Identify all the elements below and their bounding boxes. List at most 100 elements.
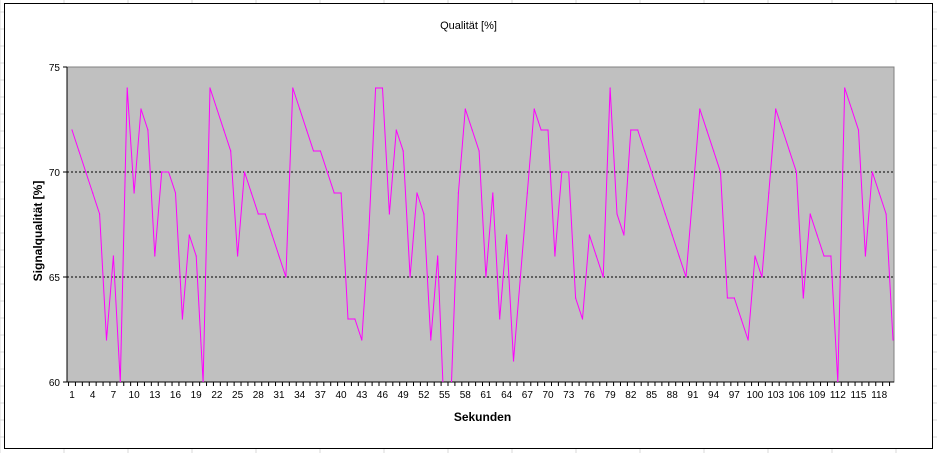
data-point (119, 381, 121, 382)
data-point (857, 129, 860, 131)
data-point (133, 192, 135, 194)
x-tick-label: 82 (625, 390, 637, 401)
y-tick-label: 65 (49, 273, 61, 284)
data-point (188, 234, 190, 236)
data-point (181, 318, 183, 320)
data-point (644, 150, 646, 152)
data-point (512, 360, 515, 362)
data-point (464, 108, 466, 110)
x-tick-label: 55 (439, 390, 451, 401)
data-point (664, 213, 666, 215)
data-point (71, 129, 73, 131)
data-point (588, 234, 591, 236)
data-point (602, 276, 604, 278)
data-point (630, 129, 632, 131)
data-point (775, 108, 777, 110)
x-tick-label: 46 (377, 390, 389, 401)
data-point (326, 171, 328, 173)
x-tick-label: 115 (851, 390, 867, 401)
data-point (637, 129, 639, 131)
data-point (78, 150, 80, 152)
data-point (299, 108, 301, 110)
x-tick-label: 52 (418, 390, 430, 401)
data-point (471, 129, 473, 131)
plot-area (66, 66, 895, 383)
series-line (71, 87, 894, 382)
data-point (368, 234, 370, 236)
data-point (154, 255, 156, 257)
data-point (609, 87, 611, 89)
data-point (430, 339, 432, 341)
y-tick-label: 70 (49, 168, 61, 179)
data-point (540, 129, 542, 131)
data-point (381, 87, 384, 89)
data-point (209, 87, 211, 89)
data-point (85, 171, 87, 173)
data-point (264, 213, 266, 215)
y-tick-label: 75 (49, 63, 61, 74)
data-point (361, 339, 363, 341)
data-point (202, 381, 204, 382)
data-point (795, 171, 798, 173)
data-point (416, 192, 418, 194)
data-point (575, 297, 577, 299)
data-point (105, 339, 108, 341)
data-point (823, 255, 825, 257)
data-point (568, 171, 570, 173)
data-point (450, 381, 453, 382)
data-point (706, 129, 708, 131)
data-point (257, 213, 259, 215)
data-point (768, 192, 770, 194)
data-point (782, 129, 784, 131)
data-point (437, 255, 439, 257)
data-point (402, 150, 404, 152)
x-tick-label: 1 (69, 390, 75, 401)
data-point (312, 150, 315, 152)
x-tick-label: 94 (708, 390, 720, 401)
data-point (802, 297, 804, 299)
data-point (685, 276, 687, 278)
data-point (347, 318, 349, 320)
x-tick-label: 85 (646, 390, 658, 401)
data-point (174, 192, 177, 194)
x-tick-label: 106 (788, 390, 805, 401)
data-point (167, 171, 170, 173)
data-point (285, 276, 287, 278)
data-point (844, 87, 846, 89)
x-tick-label: 70 (542, 390, 554, 401)
data-point (409, 276, 411, 278)
data-point (533, 108, 535, 110)
data-point (754, 255, 756, 257)
data-point (161, 171, 163, 173)
data-point (223, 129, 225, 131)
data-point (816, 234, 818, 236)
data-point (195, 255, 197, 257)
data-point (871, 171, 873, 173)
data-point (595, 255, 597, 257)
data-point (271, 234, 273, 236)
data-point (340, 192, 342, 194)
x-tick-label: 13 (149, 390, 161, 401)
data-point (809, 213, 811, 215)
x-tick-label: 88 (667, 390, 679, 401)
data-point (423, 213, 425, 215)
data-point (492, 192, 494, 194)
data-point (650, 171, 653, 173)
x-tick-label: 19 (191, 390, 203, 401)
data-point (726, 297, 729, 299)
x-tick-label: 112 (830, 390, 846, 401)
chart-title: Qualität [%] (440, 20, 497, 32)
x-tick-label: 4 (90, 390, 96, 401)
data-point (657, 192, 660, 194)
data-point (216, 108, 218, 110)
data-point (230, 150, 232, 152)
data-point (892, 339, 894, 341)
data-point (457, 192, 459, 194)
data-point (485, 276, 487, 278)
data-point (354, 318, 356, 320)
x-tick-label: 40 (336, 390, 348, 401)
x-tick-label: 91 (687, 390, 699, 401)
data-point (92, 192, 94, 194)
data-point (278, 255, 280, 257)
